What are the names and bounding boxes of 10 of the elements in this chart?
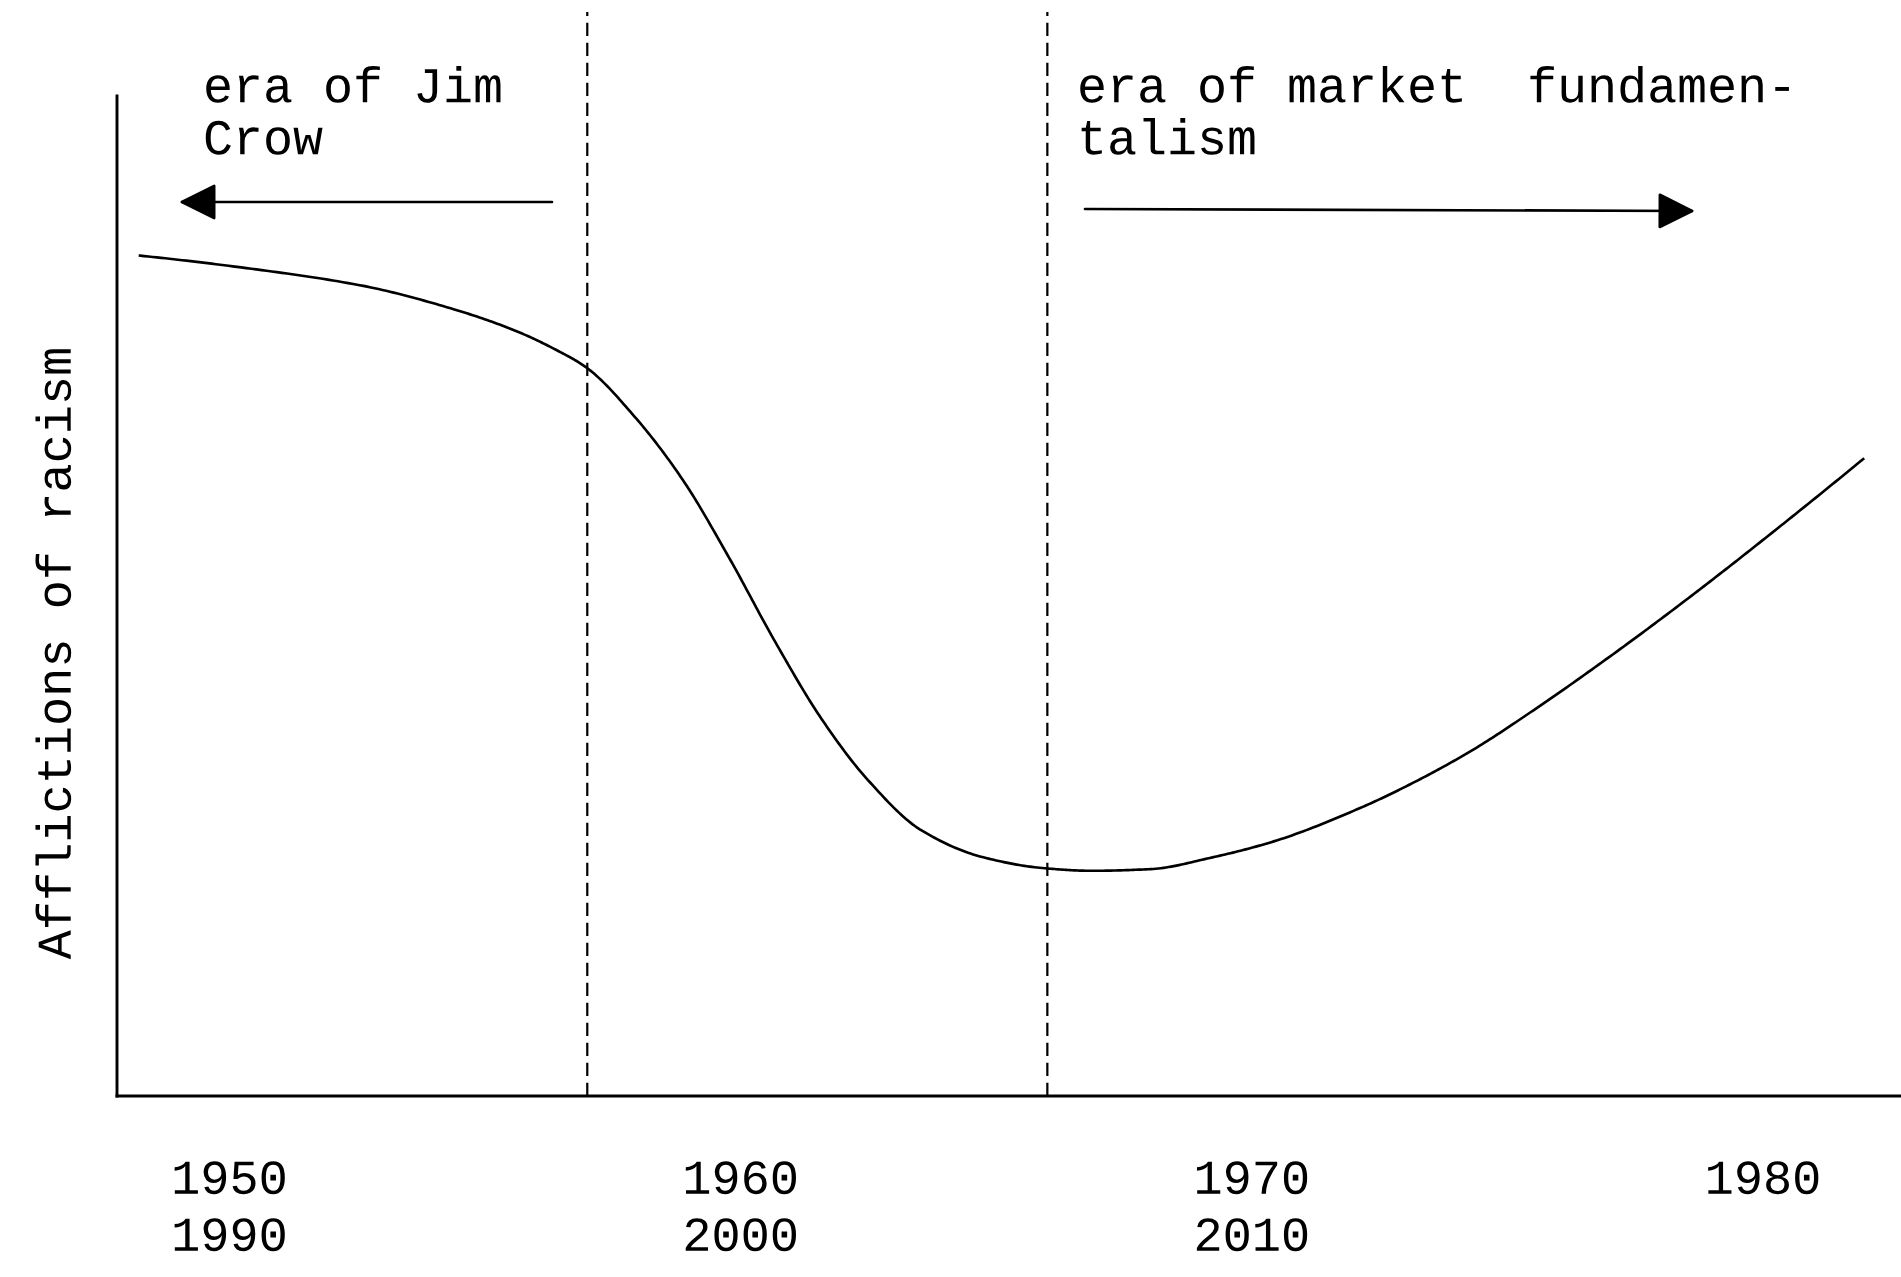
x-tick-label: 1970: [1196, 1161, 1308, 1195]
y-axis-title: Afflictions of racism: [35, 349, 72, 960]
x-tick-label: 1950: [174, 1161, 285, 1195]
text: era of market fundamen- talism: [1080, 66, 1789, 155]
text: era of Jim Crow: [205, 66, 501, 155]
x-tick-label: 1960: [685, 1161, 796, 1195]
x-tick-label: 1980: [1708, 1161, 1819, 1195]
x2-tick-label: 2010: [1196, 1218, 1308, 1252]
x2-tick-label: 2000: [685, 1218, 796, 1252]
x2-tick-label: 1990: [174, 1218, 285, 1252]
